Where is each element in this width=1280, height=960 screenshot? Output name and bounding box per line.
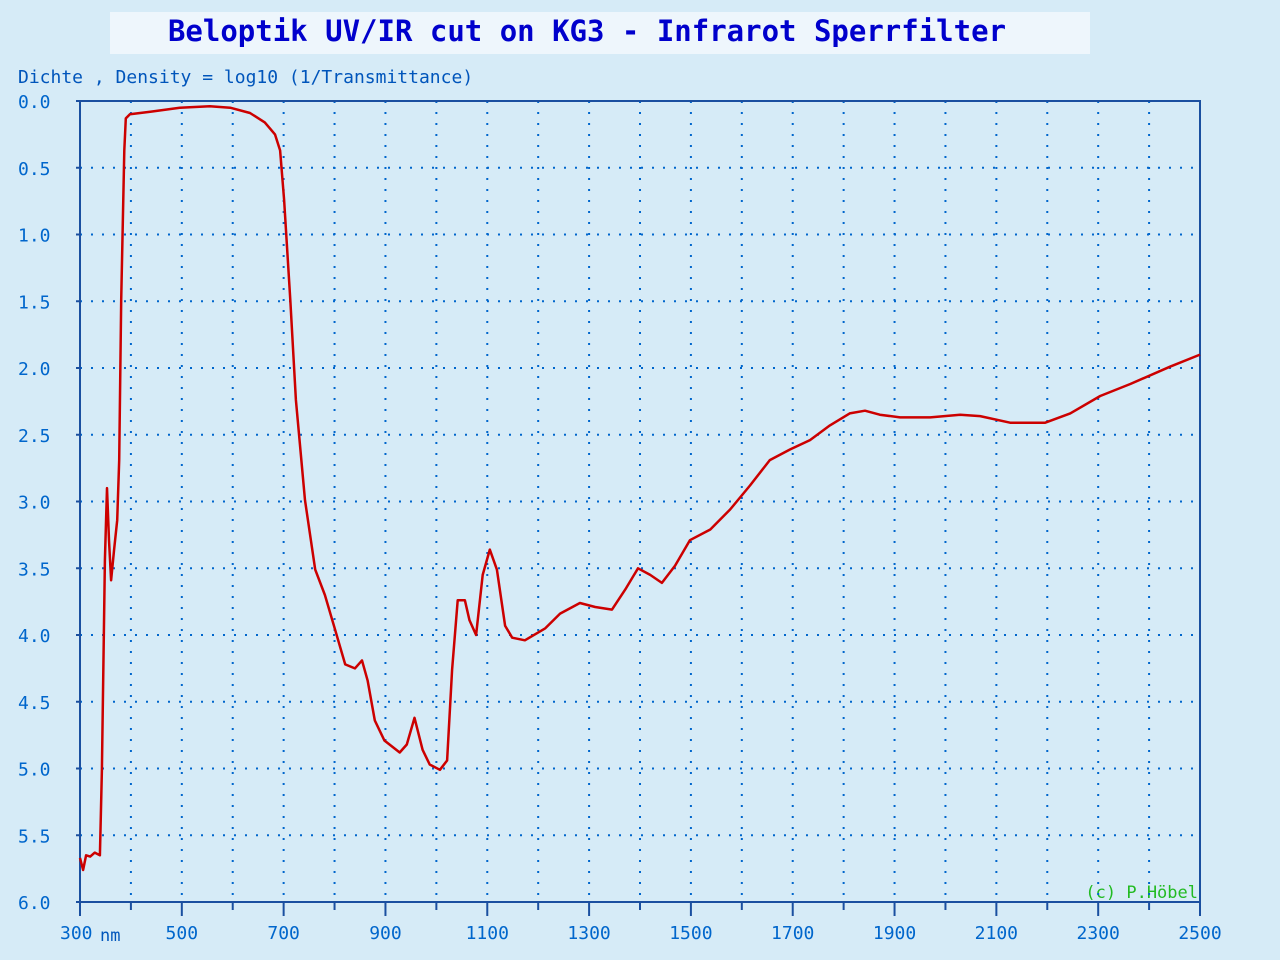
x-tick-label: 1100: [466, 923, 509, 944]
density-curve: [78, 105, 1201, 872]
x-tick-label: 1900: [873, 923, 916, 944]
x-unit: nm: [100, 926, 120, 946]
title-box: [110, 12, 1090, 54]
y-tick-label: 3.5: [18, 559, 51, 580]
y-tick-label: 0.0: [18, 92, 51, 113]
chart-title: Beloptik UV/IR cut on KG3 - Infrarot Spe…: [168, 14, 1006, 48]
x-tick-label: 2300: [1077, 923, 1120, 944]
x-tick-label: 700: [267, 923, 300, 944]
y-tick-label: 5.5: [18, 826, 51, 847]
x-tick-label: 1700: [771, 923, 814, 944]
y-tick-label: 0.5: [18, 159, 51, 180]
x-tick-label: 900: [369, 923, 402, 944]
y-tick-label: 1.5: [18, 292, 51, 313]
y-tick-label: 5.0: [18, 760, 51, 781]
x-tick-label: 2100: [975, 923, 1018, 944]
plot-frame: [79, 100, 1201, 903]
x-tick-label: 2500: [1178, 923, 1221, 944]
y-tick-label: 3.0: [18, 493, 51, 514]
y-tick-label: 4.5: [18, 693, 51, 714]
y-tick-label: 2.0: [18, 359, 51, 380]
y-tick-label: 2.5: [18, 426, 51, 447]
y-tick-label: 6.0: [18, 893, 51, 914]
y-axis-label: Dichte , Density = log10 (1/Transmittanc…: [18, 67, 473, 88]
copyright: (c) P.Höbel: [1085, 883, 1198, 903]
x-tick-label: 500: [166, 923, 199, 944]
y-tick-label: 4.0: [18, 626, 51, 647]
y-tick-label: 1.0: [18, 226, 51, 247]
x-tick-label: 1300: [567, 923, 610, 944]
x-tick-label: 300: [60, 923, 93, 944]
x-tick-label: 1500: [669, 923, 712, 944]
